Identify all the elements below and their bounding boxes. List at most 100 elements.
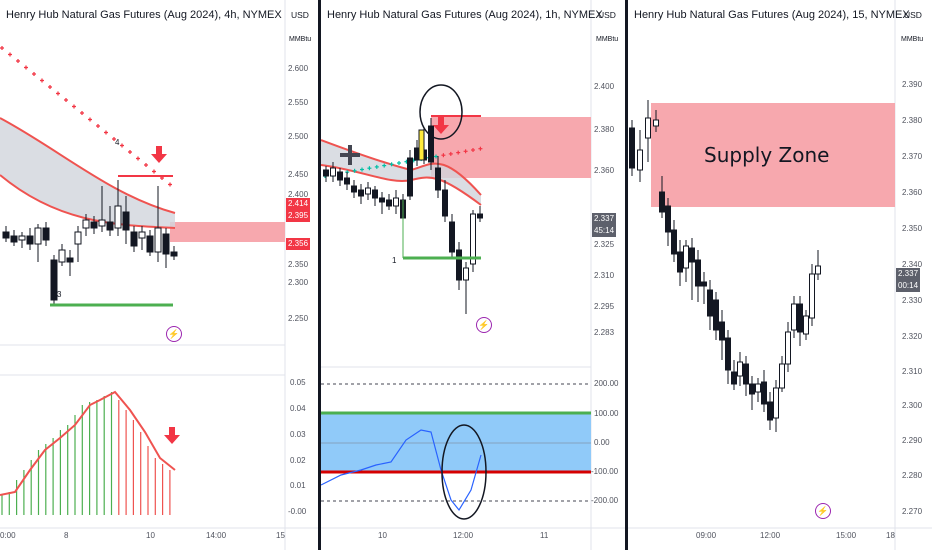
candle [114,180,122,236]
envelope-band [0,118,175,228]
candle [743,356,749,396]
candle [449,214,455,258]
candle [2,226,10,242]
price-tick: 2.325 [594,240,615,249]
chart-panel-15m[interactable]: Henry Hub Natural Gas Futures (Aug 2024)… [628,0,932,550]
stop-dot [382,163,387,168]
price-tag: 2.414 [286,198,311,210]
stop-dot [374,164,379,169]
stop-dot [478,146,483,151]
candle [344,172,350,190]
candle [138,226,146,250]
candle [351,180,357,198]
stop-dot [463,149,468,154]
osc-tick: 0.00 [594,438,610,447]
time-tick: 8 [64,531,69,540]
highlight-candle [418,129,425,161]
osc-tick: 0.02 [290,456,306,465]
chart-15m-canvas[interactable] [628,0,932,550]
chart-4h-canvas[interactable] [0,0,318,550]
candle [477,206,483,222]
panel-divider [625,0,628,550]
candle [330,162,336,182]
candle [98,186,106,232]
candles-15m [629,100,821,432]
price-tick: 2.550 [288,98,309,107]
price-tick: 2.330 [902,296,923,305]
candle [146,230,154,256]
candle [683,240,689,282]
lightning-icon[interactable]: ⚡ [815,503,831,519]
stop-dot [32,72,36,76]
candle [42,222,50,246]
candle [66,250,74,276]
candle [761,370,767,412]
unit-label[interactable]: MMBtu [901,36,924,43]
stop-dot [64,98,68,102]
candle [393,190,399,214]
candle [815,250,821,280]
cci-line [321,429,482,512]
currency-label[interactable]: USD [598,10,616,20]
price-tag: 2.337 [592,213,617,225]
wave-label: 3 [57,290,62,299]
unit-label[interactable]: MMBtu [289,36,312,43]
price-tick: 2.400 [594,82,615,91]
currency-label[interactable]: USD [291,10,309,20]
candle [10,230,18,246]
price-tick: 2.400 [288,190,309,199]
supply-zone-label: Supply Zone [704,143,830,167]
lightning-icon[interactable]: ⚡ [166,326,182,342]
unit-label[interactable]: MMBtu [596,36,619,43]
candle [677,240,683,286]
time-tick: 10 [146,531,155,540]
stop-dot [104,130,108,135]
candle [809,264,815,326]
price-tick: 2.350 [902,224,923,233]
candle [713,292,719,340]
currency-label[interactable]: USD [904,10,922,20]
stop-dot [389,162,394,167]
osc-tick: -200.00 [591,496,619,505]
stop-dot [0,46,4,50]
chart-title: Henry Hub Natural Gas Futures (Aug 2024)… [634,9,910,21]
candles-1h [323,118,483,314]
stop-dot [80,111,84,115]
lightning-icon[interactable]: ⚡ [476,317,492,333]
price-tick: 2.450 [288,170,309,179]
osc-tick: -0.00 [288,507,307,516]
candles-4h [2,180,178,306]
candle [435,156,441,198]
candle [26,228,34,250]
stop-dot [8,52,12,57]
osc-tick: 0.01 [290,481,306,490]
stop-dot [152,169,156,174]
candle [407,150,413,200]
chart-panel-1h[interactable]: Henry Hub Natural Gas Futures (Aug 2024)… [321,0,625,550]
candle [358,184,364,204]
price-tick: 2.300 [902,401,923,410]
chart-1h-canvas[interactable] [321,0,625,550]
candle [82,214,90,236]
sell-arrow-icon [433,117,449,134]
chart-panel-4h[interactable]: Henry Hub Natural Gas Futures (Aug 2024)… [0,0,318,550]
stop-dot [367,166,372,171]
price-tick: 2.310 [902,367,923,376]
stop-dot [471,148,475,152]
cci-band [321,413,591,472]
candle [386,194,392,210]
candle [154,186,162,262]
supply-zone [651,103,895,207]
countdown-tag: 00:14 [896,280,921,292]
stop-dot [88,117,92,122]
price-tick: 2.500 [288,132,309,141]
stop-dot [397,161,401,165]
time-tick: 14:00 [206,531,227,540]
price-tick: 2.360 [594,166,615,175]
candle [456,242,462,290]
candle [629,120,635,176]
candle [379,192,385,214]
candle [337,168,343,186]
panel-divider [318,0,321,550]
stop-dot [96,124,100,128]
